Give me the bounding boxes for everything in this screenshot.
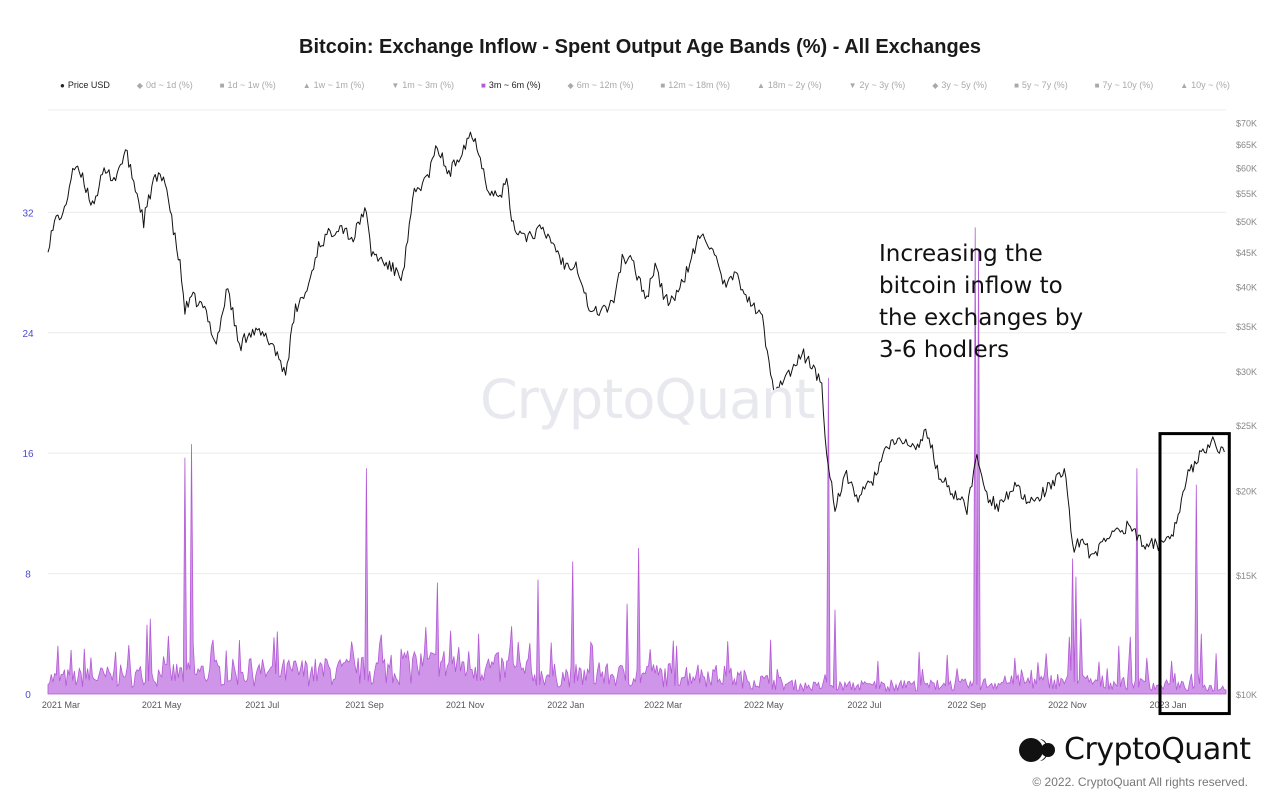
axes: 0 8 16 24 32 $10K $15K $20K $25K $30K $35K $40K $45K… <box>22 118 1257 710</box>
x-tick-label: 2022 May <box>744 700 784 710</box>
y-right-tick-label: $50K <box>1236 217 1257 227</box>
y-right-tick-label: $60K <box>1236 164 1257 174</box>
legend-label: 18m ~ 2y (%) <box>767 80 822 90</box>
x-tick-label: 2022 Jul <box>847 700 881 710</box>
legend-item[interactable]: ■ 1d ~ 1w (%) <box>220 80 276 90</box>
y-left-tick-label: 24 <box>22 329 34 340</box>
legend-marker-icon: ◆ <box>136 80 143 90</box>
annotation-line: 3-6 hodlers <box>879 337 1010 363</box>
grid-lines <box>48 211 1226 575</box>
y-left-tick-label: 0 <box>25 690 31 701</box>
legend-label: 3m ~ 6m (%) <box>488 80 541 90</box>
y-right-tick-label: $10K <box>1236 690 1257 700</box>
legend-marker-icon: ■ <box>219 80 225 90</box>
y-right-tick-label: $70K <box>1236 118 1257 128</box>
legend-marker-icon: ◆ <box>567 80 574 90</box>
legend-marker-icon: ▼ <box>848 80 857 90</box>
brand-logo: CryptoQuant <box>1018 732 1251 767</box>
y-right-tick-label: $40K <box>1236 283 1257 293</box>
legend-item[interactable]: ◆ 0d ~ 1d (%) <box>137 80 193 90</box>
legend-item[interactable]: ▲ 1w ~ 1m (%) <box>303 80 365 90</box>
y-left-tick-label: 32 <box>22 208 34 219</box>
legend-item[interactable]: ▲ 18m ~ 2y (%) <box>757 80 822 90</box>
x-tick-label: 2021 Jul <box>245 700 279 710</box>
legend-item[interactable]: ■ 3m ~ 6m (%) <box>481 80 541 90</box>
x-tick-label: 2022 Sep <box>947 700 986 710</box>
highlight-box <box>1158 432 1231 716</box>
annotation: Increasing the bitcoin inflow to the exc… <box>879 238 1083 366</box>
y-right-tick-label: $20K <box>1236 486 1257 496</box>
legend-marker-icon: ● <box>60 80 65 90</box>
watermark: CryptoQuant <box>480 368 816 431</box>
legend-label: 5y ~ 7y (%) <box>1021 80 1068 90</box>
y-right-tick-label: $55K <box>1236 189 1257 199</box>
copyright: © 2022. CryptoQuant All rights reserved. <box>1032 775 1248 789</box>
y-right-tick-label: $25K <box>1236 421 1257 431</box>
y-right-tick-label: $30K <box>1236 367 1257 377</box>
y-left-tick-label: 8 <box>25 570 31 581</box>
legend-label: 2y ~ 3y (%) <box>859 80 906 90</box>
legend-marker-icon: ▲ <box>302 80 311 90</box>
y-right-tick-label: $35K <box>1236 322 1257 332</box>
x-tick-label: 2021 May <box>142 700 182 710</box>
legend-marker-icon: ◆ <box>932 80 939 90</box>
x-tick-label: 2022 Jan <box>547 700 584 710</box>
legend-label: 12m ~ 18m (%) <box>668 80 731 90</box>
legend-marker-icon: ▲ <box>1180 80 1189 90</box>
cryptoquant-logo-icon <box>1019 737 1055 762</box>
legend-item[interactable]: ▼ 2y ~ 3y (%) <box>849 80 906 90</box>
x-tick-label: 2021 Mar <box>42 700 80 710</box>
price-line <box>47 131 1225 559</box>
legend-marker-icon: ▼ <box>391 80 400 90</box>
legend-marker-icon: ▲ <box>756 80 765 90</box>
highlight-rectangle <box>1158 432 1231 716</box>
y-right-tick-label: $45K <box>1236 248 1257 258</box>
x-tick-label: 2021 Nov <box>446 700 485 710</box>
chart-title: Bitcoin: Exchange Inflow - Spent Output … <box>299 36 981 58</box>
legend-label: 6m ~ 12m (%) <box>576 80 634 90</box>
annotation-line: bitcoin inflow to <box>879 273 1063 299</box>
legend-item[interactable]: ● Price USD <box>60 80 110 90</box>
x-tick-label: 2023 Jan <box>1149 700 1186 710</box>
brand-name: CryptoQuant <box>1064 732 1251 767</box>
legend-item[interactable]: ■ 12m ~ 18m (%) <box>660 80 730 90</box>
annotation-line: Increasing the <box>879 241 1043 267</box>
legend-item[interactable]: ■ 5y ~ 7y (%) <box>1014 80 1068 90</box>
legend-label: 10y ~ (%) <box>1191 80 1230 90</box>
legend-label: 1d ~ 1w (%) <box>227 80 276 90</box>
legend-label: 0d ~ 1d (%) <box>145 80 193 90</box>
legend-marker-icon: ■ <box>1094 80 1100 90</box>
legend-item[interactable]: ◆ 3y ~ 5y (%) <box>932 80 987 90</box>
x-tick-label: 2022 Mar <box>644 700 682 710</box>
legend-label: 1m ~ 3m (%) <box>402 80 455 90</box>
legend-item[interactable]: ▼ 1m ~ 3m (%) <box>391 80 454 90</box>
age-band-area <box>47 227 1227 695</box>
price-series-line <box>47 131 1225 559</box>
legend: ● Price USD ◆ 0d ~ 1d (%) ■ 1d ~ 1w (%) ▲ 1w ~ … <box>60 80 1230 90</box>
legend-item[interactable]: ◆ 6m ~ 12m (%) <box>568 80 634 90</box>
legend-marker-icon: ■ <box>660 80 666 90</box>
legend-marker-icon: ■ <box>480 80 486 90</box>
legend-item[interactable]: ■ 7y ~ 10y (%) <box>1095 80 1154 90</box>
legend-label: Price USD <box>67 80 110 90</box>
y-right-tick-label: $15K <box>1236 571 1257 581</box>
x-tick-label: 2021 Sep <box>345 700 384 710</box>
annotation-line: the exchanges by <box>879 305 1084 331</box>
legend-item[interactable]: ▲ 10y ~ (%) <box>1180 80 1230 90</box>
legend-label: 1w ~ 1m (%) <box>313 80 365 90</box>
legend-marker-icon: ■ <box>1014 80 1019 90</box>
legend-label: 7y ~ 10y (%) <box>1102 80 1154 90</box>
y-right-tick-label: $65K <box>1236 140 1257 150</box>
y-left-tick-label: 16 <box>22 449 34 460</box>
age-band-series-area <box>47 227 1227 695</box>
x-tick-label: 2022 Nov <box>1048 700 1087 710</box>
legend-label: 3y ~ 5y (%) <box>941 80 988 90</box>
